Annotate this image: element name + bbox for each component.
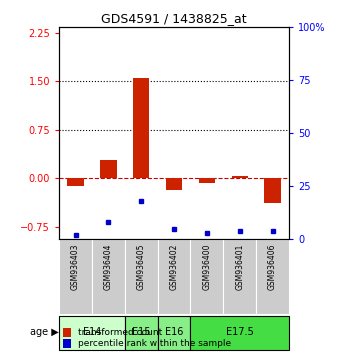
Bar [158,239,191,314]
Bar [223,239,256,314]
Bar [100,160,117,178]
Text: GSM936401: GSM936401 [235,243,244,290]
Bar [232,176,248,178]
Text: age ▶: age ▶ [30,327,59,337]
Bar [125,239,158,314]
Text: E17.5: E17.5 [226,327,254,337]
Bar [67,178,84,186]
Bar [92,239,125,314]
Bar [125,316,158,350]
Bar [133,78,149,178]
Bar [158,316,191,350]
Bar [256,239,289,314]
Text: percentile rank within the sample: percentile rank within the sample [78,339,231,348]
Text: E16: E16 [165,327,183,337]
Bar [199,178,215,183]
Text: GSM936406: GSM936406 [268,243,277,290]
Bar [264,178,281,202]
Bar [59,316,125,350]
Title: GDS4591 / 1438825_at: GDS4591 / 1438825_at [101,12,247,25]
Text: GSM936402: GSM936402 [170,243,178,290]
Bar [166,178,182,190]
Text: GSM936405: GSM936405 [137,243,146,290]
Bar [191,316,289,350]
Text: GSM936400: GSM936400 [202,243,211,290]
Text: GSM936403: GSM936403 [71,243,80,290]
Text: E15: E15 [132,327,150,337]
Bar [191,239,223,314]
Text: GSM936404: GSM936404 [104,243,113,290]
Bar [59,239,92,314]
Text: transformed count: transformed count [78,328,162,337]
Text: E14: E14 [83,327,101,337]
